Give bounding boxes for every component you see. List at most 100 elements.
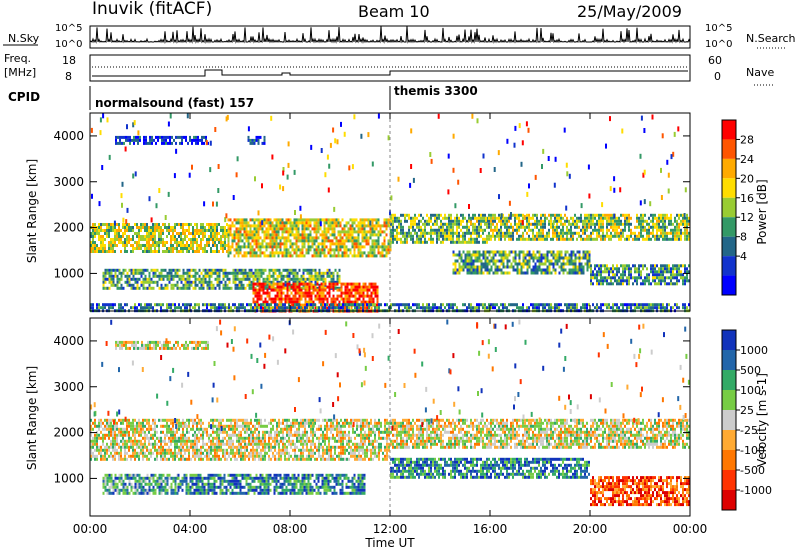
data-cell-band-3 [371,248,374,252]
data-cell-band-5 [688,237,690,241]
data-cell-band-7 [562,256,565,260]
data-cell-band-9 [354,297,357,301]
data-cell-band-3 [369,254,372,258]
data-cell-band-3 [367,251,370,255]
data-cell-band-2 [152,226,154,229]
data-cell-band-1 [249,138,252,142]
data-cell-band-5 [514,222,516,226]
data-cell-band-5 [572,231,574,235]
data-cell-band-2 [146,244,148,247]
data-cell-band-9 [262,306,265,310]
data-cell-band-7 [532,253,535,257]
data-cell-band-2 [182,250,184,253]
data-cell-band-2 [154,241,156,244]
data-cell-band-4 [390,213,392,217]
data-cell-band-7 [548,250,551,254]
data-cell-band-10 [474,306,476,310]
data-cell-band-4 [402,234,404,238]
data-cell-band-9 [356,297,359,301]
data-cell-band-9 [330,300,333,304]
data-cell-band-6 [142,271,145,275]
data-cell-band-2 [118,235,120,238]
data-cell-band-7 [496,259,499,263]
data-cell-band-2 [166,229,168,232]
data-cell-band-6 [152,286,155,290]
data-cell-band-8 [622,264,624,268]
data-cell-band-0 [119,138,121,142]
data-cell-band-2 [138,229,140,232]
beam-title: Beam 10 [358,2,430,21]
data-cell-band-2 [162,229,164,232]
data-cell-band-2 [178,223,180,226]
data-cell-band-10 [306,306,308,310]
data-cell-band-9 [352,294,355,298]
data-cell-band-7 [564,268,567,272]
data-cell-band-7 [468,253,471,257]
data-cell-band-10 [650,303,652,307]
data-cell-band-3 [347,236,350,240]
data-cell-band-6 [338,268,341,272]
data-cell-band-8 [668,276,670,280]
data-cell-band-9 [342,297,345,301]
data-cell-band-3 [315,218,318,222]
data-cell-band-3 [237,221,240,225]
data-cell-band-5 [614,222,616,226]
data-cell-band-6 [246,274,249,278]
data-cell-band-4 [470,240,472,244]
data-cell-band-9 [306,288,309,292]
data-cell-band-5 [496,225,498,229]
data-cell-band-2 [204,235,206,238]
data-cell-band-9 [264,291,267,295]
data-cell-band-7 [556,253,559,257]
data-cell-band-7 [588,259,591,263]
data-cell-band-5 [542,225,544,229]
data-cell-band-6 [148,280,151,284]
data-cell-band-3 [269,254,272,258]
data-cell-band-0 [135,138,137,142]
data-cell-band-5 [588,219,590,223]
data-cell-band-3 [357,236,360,240]
data-cell-band-9 [376,297,379,301]
data-cell-band-6 [320,277,323,281]
data-cell-band-10 [666,306,668,310]
data-cell-band-5 [520,213,522,217]
data-cell-band-6 [130,271,133,275]
data-cell-band-3 [273,236,276,240]
data-cell-band-3 [235,248,238,252]
data-cell-band-7 [528,250,531,254]
data-cell-band-10 [416,303,418,307]
data-cell-band-5 [578,219,580,223]
data-cell-band-2 [152,229,154,232]
data-cell-band-5 [670,213,672,217]
data-cell-band-4 [398,231,400,235]
data-cell-band-3 [367,242,370,246]
data-cell-band-3 [249,254,252,258]
data-cell-band-6 [132,274,135,278]
data-cell-band-5 [516,222,518,226]
data-cell-band-3 [315,230,318,234]
data-cell-band-3 [281,224,284,228]
data-cell-band-2 [220,235,222,238]
data-cell-band-9 [276,294,279,298]
data-cell-band-6 [192,274,195,278]
noise-cell [282,170,285,176]
data-cell-band-10 [90,306,92,310]
data-cell-band-3 [331,224,334,228]
data-cell-band-2 [174,247,176,250]
data-cell-band-6 [286,277,289,281]
data-cell-band-10 [542,303,544,307]
data-cell-band-9 [376,288,379,292]
data-cell-band-3 [295,218,298,222]
data-cell-band-5 [688,216,690,220]
data-cell-band-3 [275,239,278,243]
data-cell-band-4 [400,213,402,217]
data-cell-band-6 [208,268,211,272]
data-cell-band-2 [128,241,130,244]
data-cell-band-10 [282,303,284,307]
data-cell-band-6 [332,280,335,284]
data-cell-band-7 [494,265,497,269]
data-cell-band-3 [351,245,354,249]
data-cell-band-8 [630,267,632,271]
data-cell-band-6 [232,271,235,275]
data-cell-band-8 [658,270,660,274]
